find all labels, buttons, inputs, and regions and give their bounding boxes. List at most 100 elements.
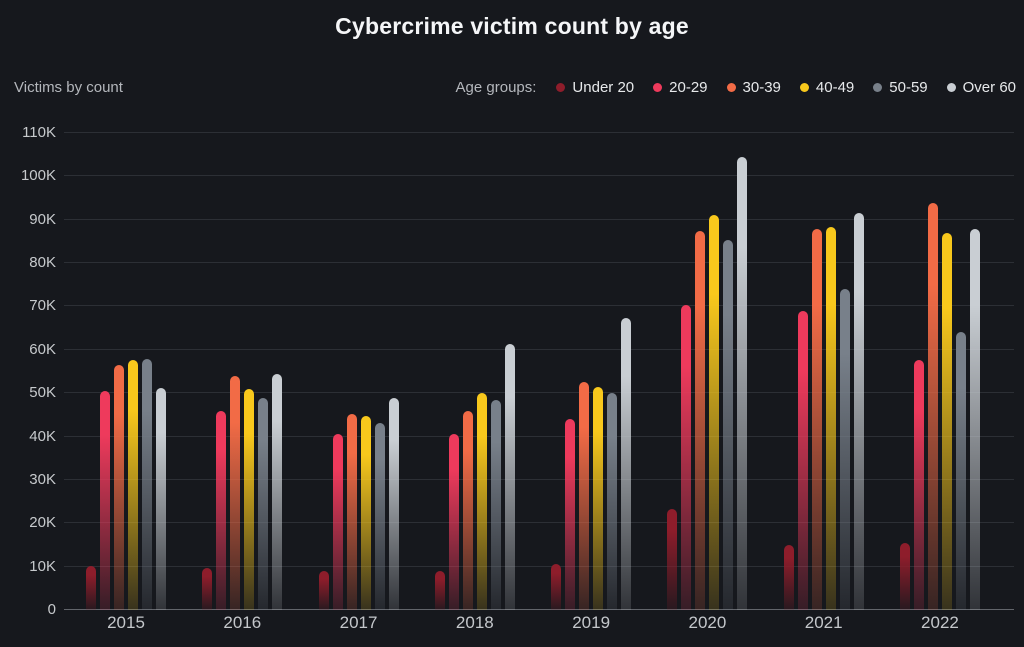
bar-2015-50-59 xyxy=(142,358,152,610)
bar-2020-20-29 xyxy=(681,304,692,610)
bar-2021-50-59 xyxy=(839,289,850,610)
bar-2021-under-20 xyxy=(783,545,794,610)
legend-dot xyxy=(556,83,566,92)
bar-group-2017 xyxy=(318,133,399,610)
legend-item-50-59: 50-59 xyxy=(873,79,928,96)
bar-2016-40-49 xyxy=(244,388,255,610)
x-tick-label-2017: 2017 xyxy=(339,613,378,632)
y-tick-label: 90K xyxy=(29,210,56,228)
bar-2019-under-20 xyxy=(551,564,562,610)
bar-2020-over-60 xyxy=(737,156,748,610)
legend-dot xyxy=(726,83,736,92)
bar-2018-over-60 xyxy=(504,343,515,610)
y-tick-label: 0 xyxy=(47,601,56,618)
bar-2015-40-49 xyxy=(128,360,138,610)
bar-2021-40-49 xyxy=(825,226,836,610)
bar-2016-20-29 xyxy=(216,410,227,610)
bar-2018-50-59 xyxy=(490,400,501,610)
x-tick-label-2018: 2018 xyxy=(455,613,494,632)
bar-2022-20-29 xyxy=(913,359,924,610)
bar-group-2021 xyxy=(783,133,864,610)
bar-2015-30-39 xyxy=(114,365,124,610)
chart-header: Victims by count Age groups: Under 20 20-… xyxy=(14,79,1016,96)
bar-group-2022 xyxy=(899,133,980,610)
bar-2017-20-29 xyxy=(332,433,343,610)
legend-item-label: Under 20 xyxy=(572,79,635,96)
bar-2017-40-49 xyxy=(360,415,371,610)
legend-item-label: 20-29 xyxy=(669,79,708,96)
bar-2015-under-20 xyxy=(86,566,96,610)
bar-2015-20-29 xyxy=(100,390,110,610)
y-axis-tick-labels: 0 10K 20K 30K 40K 50K 60K 70K 80K 90K 100K 110K xyxy=(0,124,56,618)
legend: Age groups: Under 20 20-29 30-39 40-49 50-59… xyxy=(456,79,1016,96)
bar-2020-50-59 xyxy=(723,240,734,610)
bar-groups xyxy=(64,133,1014,610)
y-tick-label: 60K xyxy=(29,340,56,358)
gridline xyxy=(64,218,1014,220)
legend-item-label: 30-39 xyxy=(742,79,781,96)
bar-2016-30-39 xyxy=(230,375,241,610)
bar-2022-50-59 xyxy=(955,332,966,610)
legend-label: Age groups: xyxy=(455,79,537,96)
gridline xyxy=(64,305,1014,307)
legend-item-over-60: Over 60 xyxy=(946,79,1016,96)
bar-2021-over-60 xyxy=(853,213,864,610)
bar-group-2016 xyxy=(202,133,283,610)
bar-2022-under-20 xyxy=(899,542,910,610)
gridline xyxy=(64,262,1014,264)
legend-item-30-39: 30-39 xyxy=(726,79,781,96)
legend-dot xyxy=(873,83,883,92)
bar-2020-40-49 xyxy=(709,214,720,610)
gridline xyxy=(64,348,1014,350)
bar-2022-over-60 xyxy=(969,228,980,610)
bar-2022-30-39 xyxy=(927,203,938,610)
bar-2017-under-20 xyxy=(318,570,329,610)
y-tick-label: 40K xyxy=(29,427,56,445)
y-tick-label: 110K xyxy=(22,124,56,141)
bar-2021-20-29 xyxy=(797,310,808,610)
gridline xyxy=(64,565,1014,567)
x-tick-label-2019: 2019 xyxy=(572,613,611,632)
x-tick-label-2020: 2020 xyxy=(688,613,727,632)
plot-area xyxy=(64,132,1014,610)
gridline xyxy=(64,175,1014,177)
bar-2021-30-39 xyxy=(811,228,822,610)
legend-dot xyxy=(653,83,663,92)
bar-2022-40-49 xyxy=(941,232,952,610)
chart-title: Cybercrime victim count by age xyxy=(335,13,689,39)
bar-2019-over-60 xyxy=(621,317,632,610)
x-tick-label-2022: 2022 xyxy=(921,613,959,632)
bar-2017-over-60 xyxy=(388,397,399,610)
gridline xyxy=(64,522,1014,524)
bar-2018-20-29 xyxy=(448,434,459,610)
bar-2017-50-59 xyxy=(374,422,385,610)
legend-item-label: Over 60 xyxy=(962,79,1016,96)
x-axis-line xyxy=(64,609,1014,610)
legend-dot xyxy=(799,83,809,92)
x-axis-tick-labels: 2015 2016 2017 2018 2019 2020 2021 2022 xyxy=(64,613,1014,633)
y-tick-label: 50K xyxy=(29,384,56,402)
legend-item-20-29: 20-29 xyxy=(653,79,708,96)
y-tick-label: 100K xyxy=(20,167,56,185)
bar-group-2020 xyxy=(667,133,748,610)
y-tick-label: 80K xyxy=(29,254,56,272)
gridline xyxy=(64,478,1014,480)
gridline xyxy=(64,392,1014,394)
bar-2016-over-60 xyxy=(272,373,283,610)
bar-2017-30-39 xyxy=(346,414,357,610)
bar-group-2018 xyxy=(434,133,515,610)
y-tick-label: 20K xyxy=(29,514,56,532)
y-tick-label: 70K xyxy=(29,297,56,315)
legend-item-label: 40-49 xyxy=(815,79,855,96)
x-tick-label-2016: 2016 xyxy=(223,613,262,632)
bar-2018-40-49 xyxy=(476,393,487,610)
bar-2015-over-60 xyxy=(156,388,166,610)
bar-group-2015 xyxy=(86,133,166,610)
bar-2020-30-39 xyxy=(695,230,706,610)
y-tick-label: 10K xyxy=(29,557,56,575)
legend-dot xyxy=(946,83,956,92)
x-tick-label-2015: 2015 xyxy=(107,613,145,632)
bar-2016-50-59 xyxy=(258,397,269,610)
gridline xyxy=(64,132,1014,133)
y-tick-label: 30K xyxy=(29,470,56,488)
